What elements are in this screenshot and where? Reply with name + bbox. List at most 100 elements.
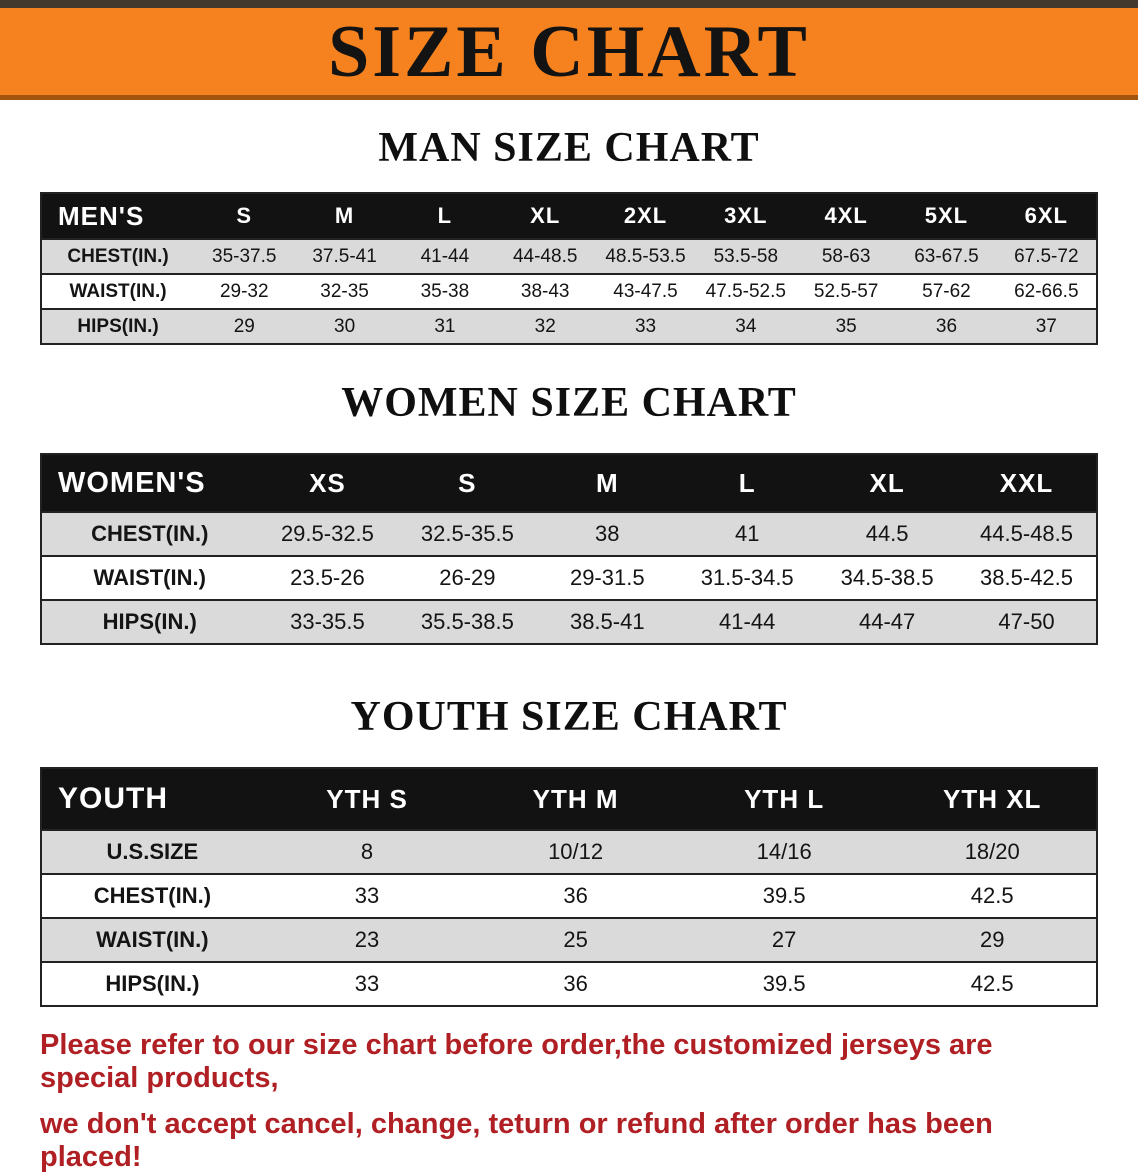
youth-size-table: YOUTH YTH S YTH M YTH L YTH XL U.S.SIZE 8 10/12… — [40, 767, 1098, 1007]
value-cell: 23 — [262, 917, 472, 963]
size-column-header: 5XL — [896, 193, 997, 239]
size-column-header: 2XL — [595, 193, 696, 239]
table-row: WAIST(IN.) 23.5-26 26-29 29-31.5 31.5-34.5 34… — [41, 555, 1097, 601]
table-row: HIPS(IN.) 33 36 39.5 42.5 — [41, 961, 1097, 1007]
order-notice: Please refer to our size chart before or… — [0, 1029, 1138, 1174]
row-label-cell: HIPS(IN.) — [41, 961, 263, 1007]
row-label-cell: WAIST(IN.) — [41, 555, 258, 601]
value-cell: 36 — [471, 961, 680, 1007]
value-cell: 29.5-32.5 — [257, 511, 398, 557]
size-column-header: 3XL — [695, 193, 796, 239]
value-cell: 27 — [679, 917, 889, 963]
table-row: CHEST(IN.) 35-37.5 37.5-41 41-44 44-48.5 48.5… — [41, 238, 1097, 275]
value-cell: 43-47.5 — [595, 273, 696, 310]
value-cell: 44.5 — [817, 511, 958, 557]
value-cell: 38.5-41 — [537, 599, 678, 645]
value-cell: 8 — [262, 829, 472, 875]
value-cell: 38.5-42.5 — [957, 555, 1097, 601]
value-cell: 62-66.5 — [996, 273, 1097, 310]
banner: SIZE CHART — [0, 0, 1138, 100]
size-column-header: M — [294, 193, 395, 239]
table-title-cell: WOMEN'S — [41, 454, 258, 512]
size-column-header: L — [677, 454, 818, 512]
value-cell: 23.5-26 — [257, 555, 398, 601]
notice-line-1: Please refer to our size chart before or… — [40, 1029, 993, 1094]
size-column-header: 4XL — [795, 193, 897, 239]
value-cell: 58-63 — [795, 238, 897, 275]
youth-table-wrap: YOUTH YTH S YTH M YTH L YTH XL U.S.SIZE 8 10/12… — [0, 767, 1138, 1007]
women-size-section: WOMEN SIZE CHART WOMEN'S XS S M L XL XXL CHEST(I… — [0, 379, 1138, 645]
value-cell: 31.5-34.5 — [677, 555, 818, 601]
table-title-cell: YOUTH — [41, 768, 263, 830]
page-title: SIZE CHART — [328, 10, 810, 93]
row-label-cell: WAIST(IN.) — [41, 273, 195, 310]
value-cell: 34.5-38.5 — [817, 555, 958, 601]
size-column-header: XXL — [957, 454, 1097, 512]
value-cell: 33 — [595, 308, 696, 345]
value-cell: 30 — [294, 308, 395, 345]
size-column-header: XL — [495, 193, 596, 239]
value-cell: 25 — [471, 917, 680, 963]
value-cell: 47-50 — [957, 599, 1097, 645]
value-cell: 44-47 — [817, 599, 958, 645]
value-cell: 36 — [471, 873, 680, 919]
men-size-section: MAN SIZE CHART MEN'S S M L XL 2XL 3XL 4XL 5XL 6XL C… — [0, 124, 1138, 345]
size-column-header: YTH M — [471, 768, 680, 830]
row-label-cell: CHEST(IN.) — [41, 238, 195, 275]
row-label-cell: HIPS(IN.) — [41, 599, 258, 645]
value-cell: 63-67.5 — [896, 238, 997, 275]
men-section-heading: MAN SIZE CHART — [378, 125, 760, 171]
value-cell: 33-35.5 — [257, 599, 398, 645]
value-cell: 41 — [677, 511, 818, 557]
row-label-cell: CHEST(IN.) — [41, 511, 258, 557]
value-cell: 32.5-35.5 — [397, 511, 538, 557]
table-header-row: WOMEN'S XS S M L XL XXL — [41, 454, 1097, 512]
size-column-header: YTH S — [262, 768, 472, 830]
value-cell: 33 — [262, 961, 472, 1007]
size-column-header: XS — [257, 454, 398, 512]
value-cell: 39.5 — [679, 873, 889, 919]
value-cell: 31 — [394, 308, 496, 345]
men-table-wrap: MEN'S S M L XL 2XL 3XL 4XL 5XL 6XL CHEST(IN.) 35-37… — [0, 192, 1138, 345]
value-cell: 47.5-52.5 — [695, 273, 796, 310]
table-title-cell: MEN'S — [41, 193, 195, 239]
size-column-header: YTH XL — [888, 768, 1097, 830]
value-cell: 29 — [194, 308, 295, 345]
value-cell: 35-38 — [394, 273, 496, 310]
row-label-cell: CHEST(IN.) — [41, 873, 263, 919]
row-label-cell: WAIST(IN.) — [41, 917, 263, 963]
value-cell: 41-44 — [677, 599, 818, 645]
women-table-wrap: WOMEN'S XS S M L XL XXL CHEST(IN.) 29.5-32.5 32.5… — [0, 453, 1138, 645]
value-cell: 53.5-58 — [695, 238, 796, 275]
table-header-row: MEN'S S M L XL 2XL 3XL 4XL 5XL 6XL — [41, 193, 1097, 239]
value-cell: 41-44 — [394, 238, 496, 275]
youth-section-heading: YOUTH SIZE CHART — [350, 694, 788, 740]
value-cell: 44-48.5 — [495, 238, 596, 275]
table-row: HIPS(IN.) 33-35.5 35.5-38.5 38.5-41 41-44 44-… — [41, 599, 1097, 645]
size-column-header: YTH L — [679, 768, 889, 830]
value-cell: 26-29 — [397, 555, 538, 601]
size-column-header: S — [194, 193, 295, 239]
value-cell: 38-43 — [495, 273, 596, 310]
value-cell: 29-31.5 — [537, 555, 678, 601]
size-column-header: 6XL — [996, 193, 1097, 239]
value-cell: 29 — [888, 917, 1097, 963]
notice-line-2: we don't accept cancel, change, teturn o… — [40, 1108, 993, 1173]
size-column-header: XL — [817, 454, 958, 512]
value-cell: 37 — [996, 308, 1097, 345]
size-column-header: M — [537, 454, 678, 512]
value-cell: 29-32 — [194, 273, 295, 310]
size-column-header: S — [397, 454, 538, 512]
value-cell: 35 — [795, 308, 897, 345]
value-cell: 48.5-53.5 — [595, 238, 696, 275]
value-cell: 33 — [262, 873, 472, 919]
table-row: U.S.SIZE 8 10/12 14/16 18/20 — [41, 829, 1097, 875]
value-cell: 57-62 — [896, 273, 997, 310]
value-cell: 35-37.5 — [194, 238, 295, 275]
value-cell: 32-35 — [294, 273, 395, 310]
value-cell: 35.5-38.5 — [397, 599, 538, 645]
women-size-table: WOMEN'S XS S M L XL XXL CHEST(IN.) 29.5-32.5 32.5… — [40, 453, 1098, 645]
size-column-header: L — [394, 193, 496, 239]
youth-size-section: YOUTH SIZE CHART YOUTH YTH S YTH M YTH L YTH … — [0, 693, 1138, 1007]
